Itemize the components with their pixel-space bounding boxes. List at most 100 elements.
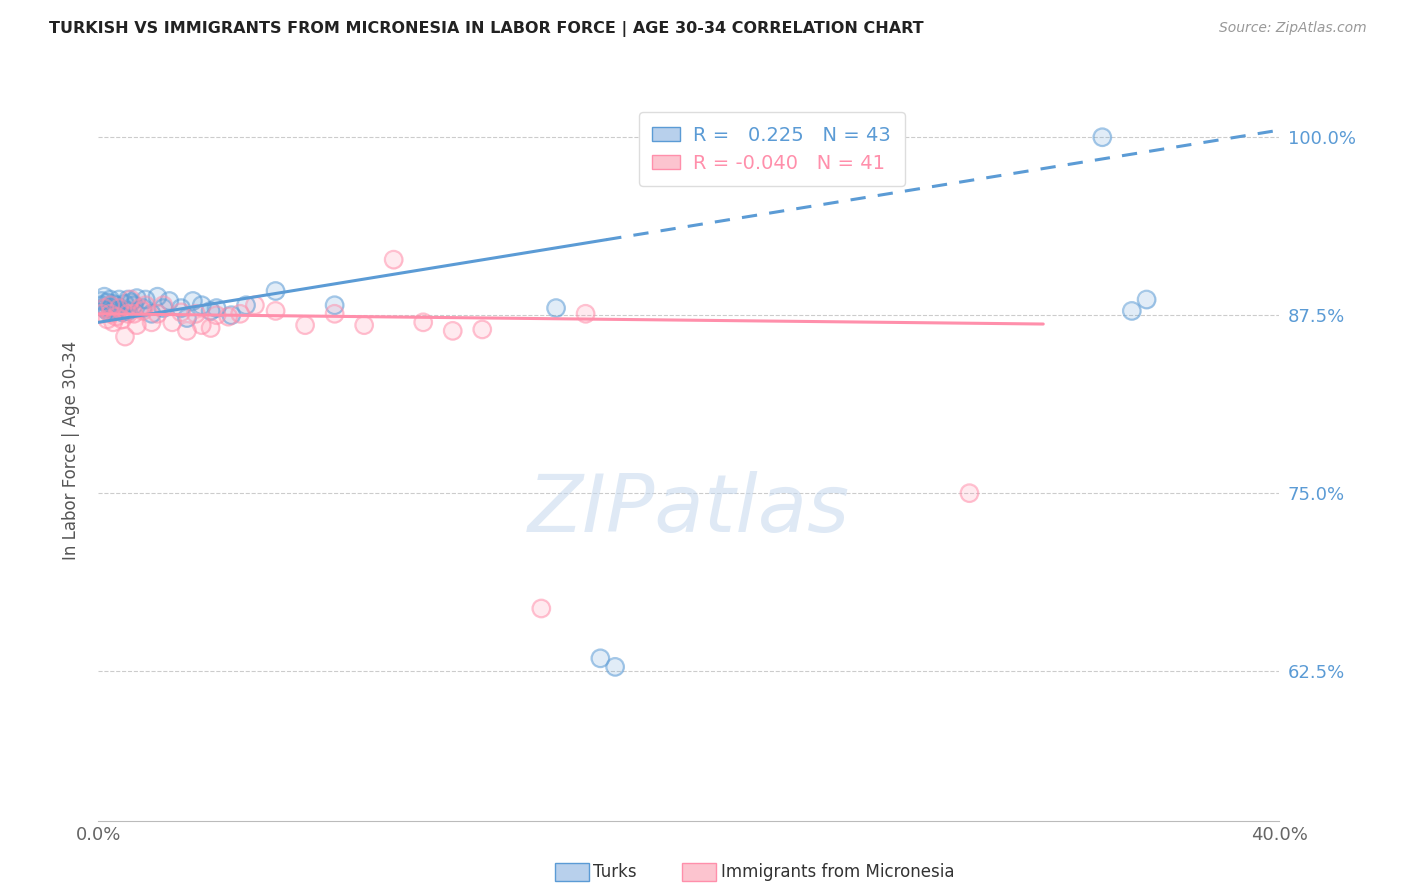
Point bbox=[120, 295, 142, 310]
Point bbox=[108, 301, 131, 315]
Point bbox=[105, 302, 128, 317]
Point bbox=[191, 318, 214, 333]
Point bbox=[176, 311, 198, 326]
Point bbox=[530, 601, 553, 615]
Point bbox=[221, 308, 243, 322]
Point bbox=[93, 301, 115, 315]
Point bbox=[98, 298, 121, 312]
Point bbox=[96, 295, 118, 310]
Point bbox=[294, 318, 316, 333]
Point bbox=[117, 304, 139, 318]
Point bbox=[98, 307, 121, 321]
Point bbox=[146, 290, 169, 304]
Point bbox=[323, 307, 346, 321]
Point bbox=[108, 293, 131, 307]
Point bbox=[200, 321, 222, 335]
Point bbox=[120, 293, 142, 307]
Point bbox=[90, 307, 112, 321]
Point bbox=[264, 284, 287, 298]
Point bbox=[135, 298, 157, 312]
Point bbox=[152, 301, 174, 315]
Point bbox=[205, 301, 228, 315]
Point bbox=[264, 304, 287, 318]
Point bbox=[125, 318, 148, 333]
Point bbox=[575, 307, 598, 321]
Point bbox=[152, 298, 174, 312]
Point bbox=[200, 304, 222, 318]
Point bbox=[90, 293, 112, 308]
Point bbox=[170, 301, 193, 315]
Point bbox=[323, 307, 346, 321]
Text: ZIPatlas: ZIPatlas bbox=[527, 471, 851, 549]
Point bbox=[117, 293, 139, 307]
Point bbox=[152, 301, 174, 315]
Point bbox=[141, 307, 163, 321]
Point bbox=[191, 298, 214, 312]
Point bbox=[382, 252, 405, 267]
Point bbox=[122, 298, 145, 312]
Point bbox=[217, 310, 239, 324]
Point bbox=[200, 304, 222, 318]
Point bbox=[125, 291, 148, 305]
Text: Turks: Turks bbox=[593, 863, 637, 881]
Point bbox=[353, 318, 375, 333]
Point bbox=[471, 322, 494, 336]
Point bbox=[141, 315, 163, 329]
Point bbox=[120, 293, 142, 307]
Point bbox=[181, 293, 204, 308]
Point bbox=[441, 324, 464, 338]
Point bbox=[205, 308, 228, 322]
Point bbox=[1091, 130, 1114, 145]
Point bbox=[170, 301, 193, 315]
Point bbox=[122, 307, 145, 321]
Point bbox=[98, 298, 121, 312]
Point bbox=[128, 301, 150, 315]
Point bbox=[959, 486, 981, 500]
Point bbox=[105, 310, 128, 324]
Point bbox=[93, 301, 115, 315]
Text: Source: ZipAtlas.com: Source: ZipAtlas.com bbox=[1219, 21, 1367, 36]
Point bbox=[135, 298, 157, 312]
Point bbox=[146, 307, 169, 321]
Point bbox=[235, 298, 257, 312]
Point bbox=[605, 660, 627, 674]
Point bbox=[229, 307, 252, 321]
Point bbox=[117, 307, 139, 321]
Point bbox=[108, 293, 131, 307]
Point bbox=[181, 293, 204, 308]
Point bbox=[1121, 304, 1143, 318]
Point bbox=[111, 312, 134, 326]
Point bbox=[117, 307, 139, 321]
Point bbox=[546, 301, 568, 315]
Point bbox=[157, 293, 180, 308]
Point bbox=[1121, 304, 1143, 318]
Point bbox=[191, 318, 214, 333]
Point bbox=[294, 318, 316, 333]
Point bbox=[141, 307, 163, 321]
Point bbox=[93, 290, 115, 304]
Point bbox=[205, 301, 228, 315]
Point bbox=[98, 307, 121, 321]
Point bbox=[141, 315, 163, 329]
Point bbox=[96, 304, 118, 318]
Point bbox=[235, 298, 257, 312]
Point bbox=[200, 321, 222, 335]
Point bbox=[132, 301, 155, 315]
Point bbox=[103, 315, 125, 329]
Point bbox=[176, 324, 198, 338]
Point bbox=[589, 651, 612, 665]
Point bbox=[1136, 293, 1159, 307]
Point bbox=[323, 298, 346, 312]
Point bbox=[90, 298, 112, 312]
Point bbox=[98, 293, 121, 307]
Point bbox=[98, 301, 121, 315]
Point bbox=[105, 298, 128, 312]
Point bbox=[546, 301, 568, 315]
Point bbox=[217, 310, 239, 324]
Point bbox=[264, 284, 287, 298]
Point bbox=[96, 304, 118, 318]
Point bbox=[103, 297, 125, 311]
Point bbox=[105, 310, 128, 324]
Point bbox=[103, 297, 125, 311]
Point bbox=[105, 298, 128, 312]
